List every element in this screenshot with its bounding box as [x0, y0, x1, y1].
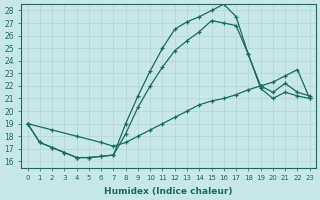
X-axis label: Humidex (Indice chaleur): Humidex (Indice chaleur) [104, 187, 233, 196]
